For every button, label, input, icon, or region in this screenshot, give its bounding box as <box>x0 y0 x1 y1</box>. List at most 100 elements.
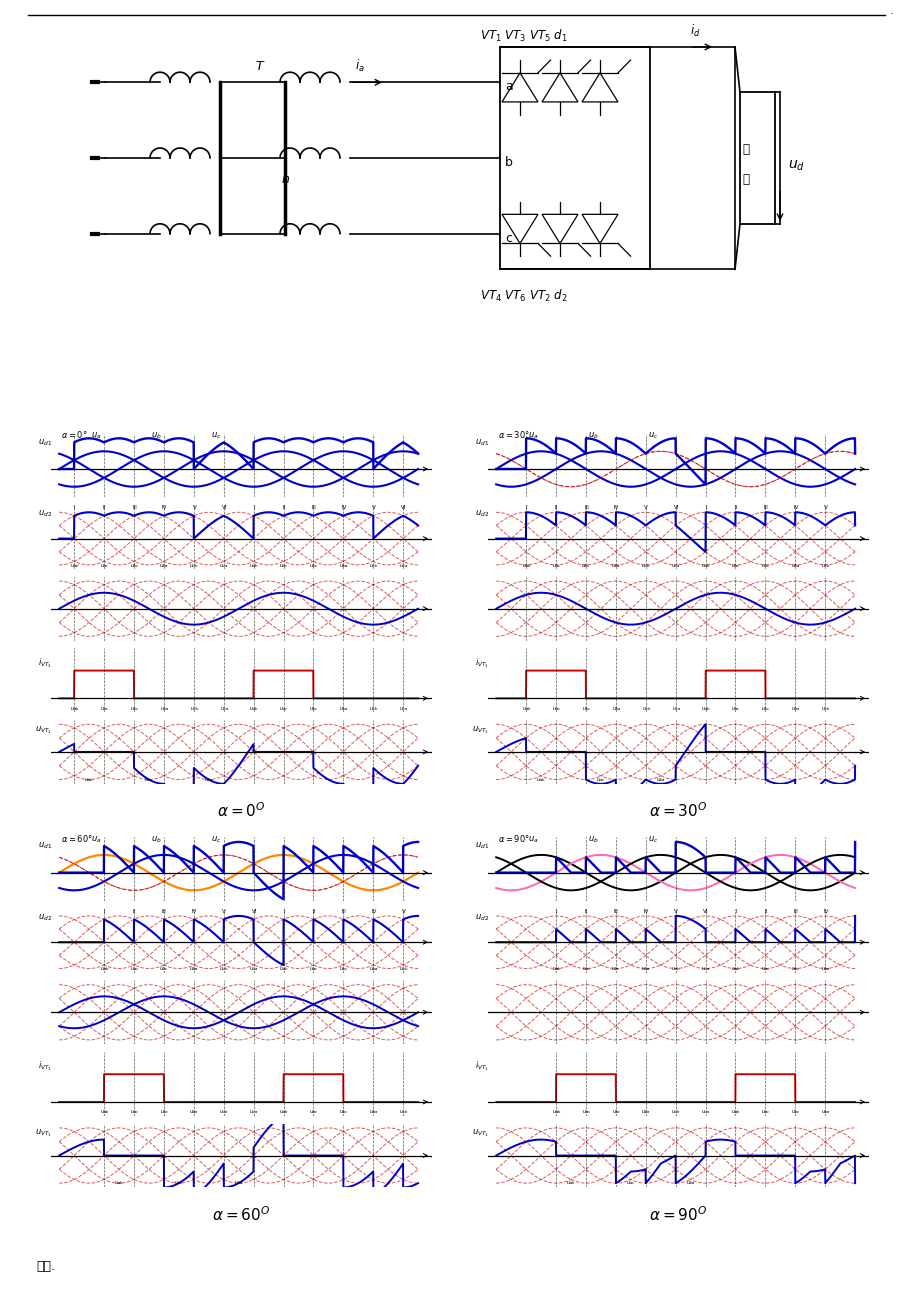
Text: $u_{d2}$: $u_{d2}$ <box>38 509 52 519</box>
Text: $i_{VT_1}$: $i_{VT_1}$ <box>38 656 52 669</box>
Text: $i_d$: $i_d$ <box>689 23 699 39</box>
Text: IV: IV <box>792 505 798 510</box>
Text: $u_c$: $u_c$ <box>210 431 221 441</box>
Text: $u_{ab}$: $u_{ab}$ <box>249 704 259 713</box>
Text: $u_{ba}$: $u_{ba}$ <box>685 1180 695 1187</box>
Text: $u_{ba}$: $u_{ba}$ <box>369 1108 379 1117</box>
Text: $u_{bc}$: $u_{bc}$ <box>309 561 319 569</box>
Text: $u_{bc}$: $u_{bc}$ <box>611 965 620 973</box>
Text: IV: IV <box>370 909 376 914</box>
Text: c: c <box>505 232 512 245</box>
Text: $u_{cb}$: $u_{cb}$ <box>219 965 229 973</box>
Text: $u_{bc}$: $u_{bc}$ <box>581 561 591 569</box>
Text: I: I <box>283 909 285 914</box>
Text: $u_a$: $u_a$ <box>90 431 101 441</box>
Text: $\alpha=30^O$: $\alpha=30^O$ <box>649 802 707 820</box>
Text: I: I <box>555 909 557 914</box>
Text: $i_{VT_1}$: $i_{VT_1}$ <box>38 1060 52 1073</box>
Text: $u_{ca}$: $u_{ca}$ <box>700 1108 710 1117</box>
Text: $u_{ca}$: $u_{ca}$ <box>249 1108 258 1117</box>
Text: $u_{ba}$: $u_{ba}$ <box>611 704 620 713</box>
Text: a: a <box>505 81 512 94</box>
Text: $u_{ac}$: $u_{ac}$ <box>760 1108 770 1117</box>
Text: $u_{ab}$: $u_{ab}$ <box>731 965 741 973</box>
Text: VI: VI <box>251 909 256 914</box>
Text: $u_{ca}$: $u_{ca}$ <box>220 704 229 713</box>
Text: $u_{d1}$: $u_{d1}$ <box>38 841 52 852</box>
Text: $u_{cb}$: $u_{cb}$ <box>369 561 379 569</box>
Text: $u_{bc}$: $u_{bc}$ <box>760 561 770 569</box>
Text: $u_{ba}$: $u_{ba}$ <box>338 561 348 569</box>
Text: $\alpha=0^O$: $\alpha=0^O$ <box>217 802 266 820</box>
Text: II: II <box>132 909 136 914</box>
Text: $u_{ac}$: $u_{ac}$ <box>309 965 319 973</box>
Text: $u_{ac}$: $u_{ac}$ <box>174 1180 184 1187</box>
Text: III: III <box>132 505 137 510</box>
Text: $u_{bc}$: $u_{bc}$ <box>760 704 770 713</box>
Text: II: II <box>584 909 587 914</box>
Text: $u_{ab}$: $u_{ab}$ <box>700 561 710 569</box>
Text: $u_{ac}$: $u_{ac}$ <box>625 1180 635 1187</box>
Text: $u_{bc}$: $u_{bc}$ <box>159 965 169 973</box>
Text: $u_{ba}$: $u_{ba}$ <box>641 965 651 973</box>
Text: $u_b$: $u_b$ <box>587 835 597 845</box>
Text: $\alpha=0\mathregular{°}$: $\alpha=0\mathregular{°}$ <box>61 428 87 440</box>
Text: $u_{ab}$: $u_{ab}$ <box>99 1108 109 1117</box>
Text: b: b <box>505 156 512 169</box>
Text: $u_{ab}$: $u_{ab}$ <box>536 776 546 784</box>
Text: III: III <box>763 505 767 510</box>
Text: IV: IV <box>643 909 648 914</box>
Text: 载: 载 <box>742 173 748 186</box>
Text: $\alpha=90^O$: $\alpha=90^O$ <box>649 1206 707 1224</box>
Text: $u_{ac}$: $u_{ac}$ <box>581 965 591 973</box>
Text: $u_{ba}$: $u_{ba}$ <box>233 1180 244 1187</box>
Text: $u_{bc}$: $u_{bc}$ <box>790 1108 800 1117</box>
Text: $u_{VT_1}$: $u_{VT_1}$ <box>35 724 52 736</box>
Text: $u_a$: $u_a$ <box>527 431 538 441</box>
Text: V: V <box>222 909 226 914</box>
Text: $u_{ba}$: $u_{ba}$ <box>159 704 169 713</box>
Text: $u_{ca}$: $u_{ca}$ <box>399 704 408 713</box>
Text: $u_{d1}$: $u_{d1}$ <box>38 437 52 448</box>
Text: I: I <box>526 505 527 510</box>
Text: $\alpha=90\mathregular{°}$: $\alpha=90\mathregular{°}$ <box>497 832 528 844</box>
Text: $u_{ab}$: $u_{ab}$ <box>700 704 710 713</box>
Text: $u_{cb}$: $u_{cb}$ <box>399 1108 408 1117</box>
Text: $u_{ba}$: $u_{ba}$ <box>189 965 199 973</box>
Text: $u_b$: $u_b$ <box>151 431 161 441</box>
Text: $u_{ac}$: $u_{ac}$ <box>309 1108 319 1117</box>
Text: $u_{ab}$: $u_{ab}$ <box>249 561 259 569</box>
Text: $u_{ba}$: $u_{ba}$ <box>790 561 800 569</box>
Text: IV: IV <box>823 909 828 914</box>
Text: $u_{ba}$: $u_{ba}$ <box>339 704 348 713</box>
Text: $i_{VT_1}$: $i_{VT_1}$ <box>474 1060 489 1073</box>
Text: $i_{VT_1}$: $i_{VT_1}$ <box>474 656 489 669</box>
Text: I: I <box>104 909 106 914</box>
Text: IV: IV <box>341 505 346 510</box>
Bar <box>739 92 774 224</box>
Text: $VT_4\ VT_6\ VT_2\ d_2$: $VT_4\ VT_6\ VT_2\ d_2$ <box>480 288 567 303</box>
Text: $u_{ac}$: $u_{ac}$ <box>551 561 561 569</box>
Text: $u_{d2}$: $u_{d2}$ <box>474 913 489 923</box>
Text: III: III <box>584 505 588 510</box>
Text: IV: IV <box>613 505 618 510</box>
Text: $u_{ab}$: $u_{ab}$ <box>278 965 289 973</box>
Text: $u_{ac}$: $u_{ac}$ <box>581 1108 591 1117</box>
Text: $u_c$: $u_c$ <box>647 835 657 845</box>
Text: II: II <box>764 909 766 914</box>
Text: $u_{bc}$: $u_{bc}$ <box>339 1108 348 1117</box>
Text: $u_{cb}$: $u_{cb}$ <box>820 561 830 569</box>
Text: $u_{ac}$: $u_{ac}$ <box>731 561 740 569</box>
Text: III: III <box>341 909 346 914</box>
Text: IV: IV <box>191 909 197 914</box>
Text: VI: VI <box>401 505 406 510</box>
Text: $u_{bc}$: $u_{bc}$ <box>159 1108 169 1117</box>
Text: $u_{cb}$: $u_{cb}$ <box>671 965 680 973</box>
Bar <box>499 47 650 270</box>
Text: $u_{ab}$: $u_{ab}$ <box>70 704 80 713</box>
Text: T: T <box>255 60 262 73</box>
Text: II: II <box>733 505 737 510</box>
Text: $u_{ac}$: $u_{ac}$ <box>551 704 561 713</box>
Text: $u_{d2}$: $u_{d2}$ <box>474 509 489 519</box>
Text: $u_{VT_1}$: $u_{VT_1}$ <box>471 724 489 736</box>
